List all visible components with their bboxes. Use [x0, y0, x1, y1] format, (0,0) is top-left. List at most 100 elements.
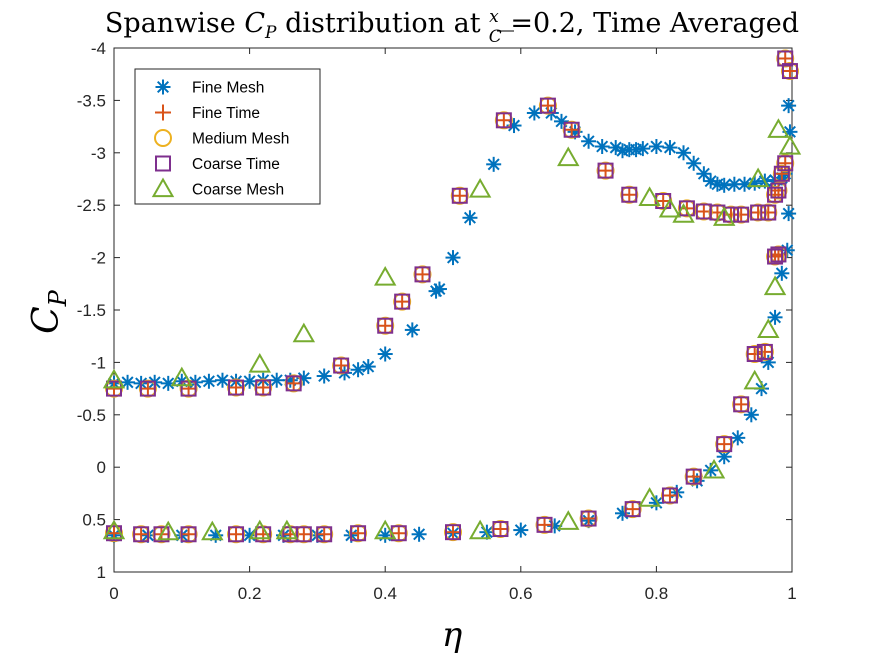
data-point — [377, 317, 394, 334]
data-point — [767, 186, 784, 203]
legend-entry-label: Medium Mesh — [192, 131, 289, 148]
data-point — [492, 521, 509, 538]
legend-marker — [154, 129, 172, 147]
data-point — [333, 357, 350, 374]
data-point — [685, 468, 702, 485]
data-point — [153, 526, 170, 543]
x-tick-label: 0.4 — [373, 584, 397, 603]
data-point — [468, 177, 492, 198]
data-point — [563, 121, 580, 138]
data-point — [445, 524, 461, 541]
data-point — [781, 206, 797, 222]
data-point — [676, 145, 692, 161]
data-point — [774, 265, 790, 281]
data-point — [373, 519, 397, 540]
data-point — [228, 379, 245, 396]
data-point — [350, 362, 366, 378]
y-tick-label: -1 — [91, 353, 106, 372]
data-point — [285, 375, 302, 392]
data-point — [672, 203, 695, 223]
legend-marker — [155, 79, 171, 95]
y-tick-label: 0 — [97, 458, 106, 477]
series-coarse-time — [106, 50, 798, 543]
data-point — [648, 139, 664, 155]
y-tick-label: -3 — [91, 144, 106, 163]
x-tick-label: 0.8 — [645, 584, 669, 603]
data-point — [661, 487, 678, 504]
data-point — [411, 526, 427, 542]
data-point — [275, 519, 299, 540]
data-point — [733, 396, 750, 413]
data-point — [712, 206, 736, 226]
data-point — [770, 182, 787, 199]
data-point — [733, 206, 750, 223]
data-point — [733, 206, 750, 223]
data-point — [536, 516, 553, 533]
data-point — [360, 359, 376, 375]
data-point — [767, 186, 784, 203]
data-point — [157, 520, 180, 541]
data-point — [557, 510, 580, 530]
data-point — [414, 266, 431, 283]
x-tick-label: 0 — [109, 584, 118, 603]
data-point — [746, 346, 763, 363]
y-tick-label: -1.5 — [77, 301, 106, 320]
data-point — [228, 379, 245, 396]
data-point — [201, 520, 224, 541]
data-point — [316, 526, 333, 543]
data-point — [139, 380, 156, 397]
data-point — [597, 162, 614, 179]
data-point — [506, 118, 522, 134]
data-point — [756, 343, 773, 360]
data-point — [763, 275, 787, 296]
data-point — [106, 380, 122, 397]
data-point — [492, 521, 509, 538]
data-point — [394, 293, 411, 310]
data-point — [462, 210, 478, 226]
x-tick-label: 0.6 — [509, 584, 533, 603]
data-point — [513, 522, 529, 538]
data-point — [180, 526, 197, 543]
legend-marker — [151, 177, 175, 198]
series-fine-time — [106, 50, 798, 543]
data-point — [295, 526, 312, 543]
data-point — [486, 156, 502, 172]
legend-box — [134, 68, 321, 205]
data-point — [292, 322, 316, 343]
data-point — [781, 63, 798, 80]
data-point — [445, 524, 461, 541]
data-point — [581, 133, 597, 149]
data-point — [760, 204, 777, 221]
y-tick-label: -2.5 — [77, 196, 106, 215]
y-tick-label: -2 — [91, 249, 106, 268]
data-point — [770, 182, 787, 199]
data-point — [757, 318, 780, 339]
data-point — [316, 368, 332, 384]
y-tick-label: -0.5 — [77, 406, 106, 425]
data-point — [615, 505, 630, 521]
data-point — [316, 526, 333, 543]
x-tick-label: 1 — [787, 584, 796, 603]
data-point — [377, 317, 394, 334]
data-point — [180, 526, 197, 543]
data-point — [624, 501, 641, 518]
y-axis-label: CP — [26, 289, 72, 334]
data-point — [733, 396, 750, 413]
data-point — [716, 436, 733, 453]
data-point — [702, 458, 726, 479]
data-point — [180, 380, 197, 397]
data-point — [228, 526, 245, 543]
data-point — [170, 366, 194, 387]
data-point — [451, 187, 468, 204]
data-point — [404, 322, 420, 338]
data-point — [133, 526, 150, 543]
data-point — [777, 50, 794, 67]
data-point — [248, 519, 271, 540]
data-point — [120, 374, 136, 390]
data-point — [468, 519, 492, 540]
data-point — [621, 186, 638, 203]
data-point — [553, 113, 569, 129]
data-point — [242, 373, 258, 389]
data-point — [730, 430, 746, 446]
